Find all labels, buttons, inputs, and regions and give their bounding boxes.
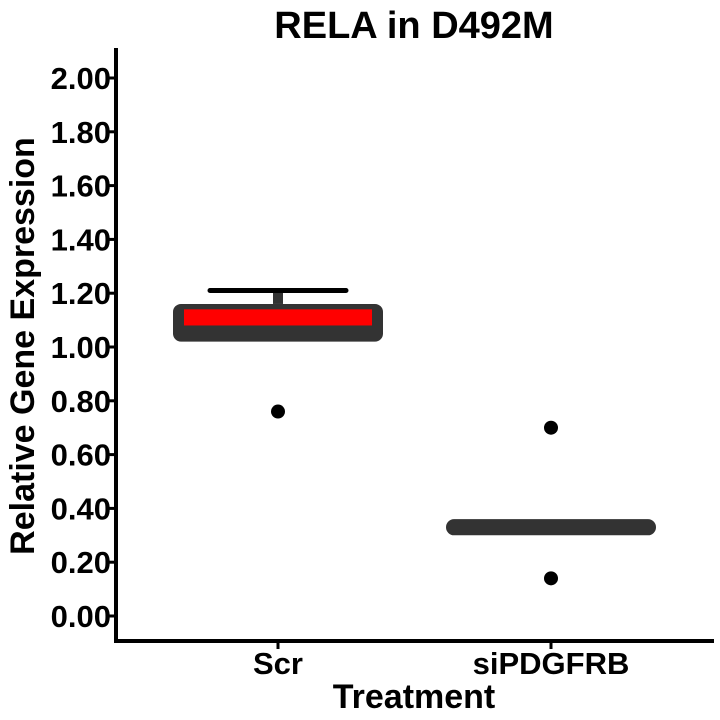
y-tick-label: 0.40 bbox=[51, 491, 111, 526]
outlier-point bbox=[544, 420, 558, 435]
mean-bar bbox=[184, 309, 372, 326]
x-axis-ticks: Scr siPDGFRB bbox=[253, 641, 629, 681]
y-tick-label: 1.20 bbox=[51, 276, 111, 311]
y-tick-label: 1.40 bbox=[51, 222, 111, 257]
box-body bbox=[446, 519, 656, 536]
y-tick-label: 1.60 bbox=[51, 169, 111, 204]
outlier-point bbox=[544, 571, 558, 586]
y-tick-label: 1.00 bbox=[51, 330, 111, 365]
y-tick-label: 0.80 bbox=[51, 384, 111, 419]
y-tick-label: 0.60 bbox=[51, 438, 111, 473]
chart-title: RELA in D492M bbox=[274, 5, 553, 47]
plot-area bbox=[173, 288, 656, 586]
x-tick-label: Scr bbox=[253, 646, 303, 681]
box-group-sipdgfrb bbox=[446, 420, 656, 586]
y-axis-ticks: 0.00 0.20 0.40 0.60 0.80 1.00 1.20 1.40 1.60 1.80… bbox=[51, 61, 116, 634]
y-tick-label: 0.20 bbox=[51, 545, 111, 580]
y-axis-title: Relative Gene Expression bbox=[4, 137, 42, 555]
y-tick-label: 1.80 bbox=[51, 115, 111, 150]
outlier-point bbox=[271, 404, 285, 419]
x-axis-title: Treatment bbox=[333, 678, 496, 716]
y-tick-label: 2.00 bbox=[51, 61, 111, 96]
x-tick-label: siPDGFRB bbox=[473, 646, 630, 681]
y-tick-label: 0.00 bbox=[51, 599, 111, 634]
box-group-scr bbox=[173, 288, 383, 419]
